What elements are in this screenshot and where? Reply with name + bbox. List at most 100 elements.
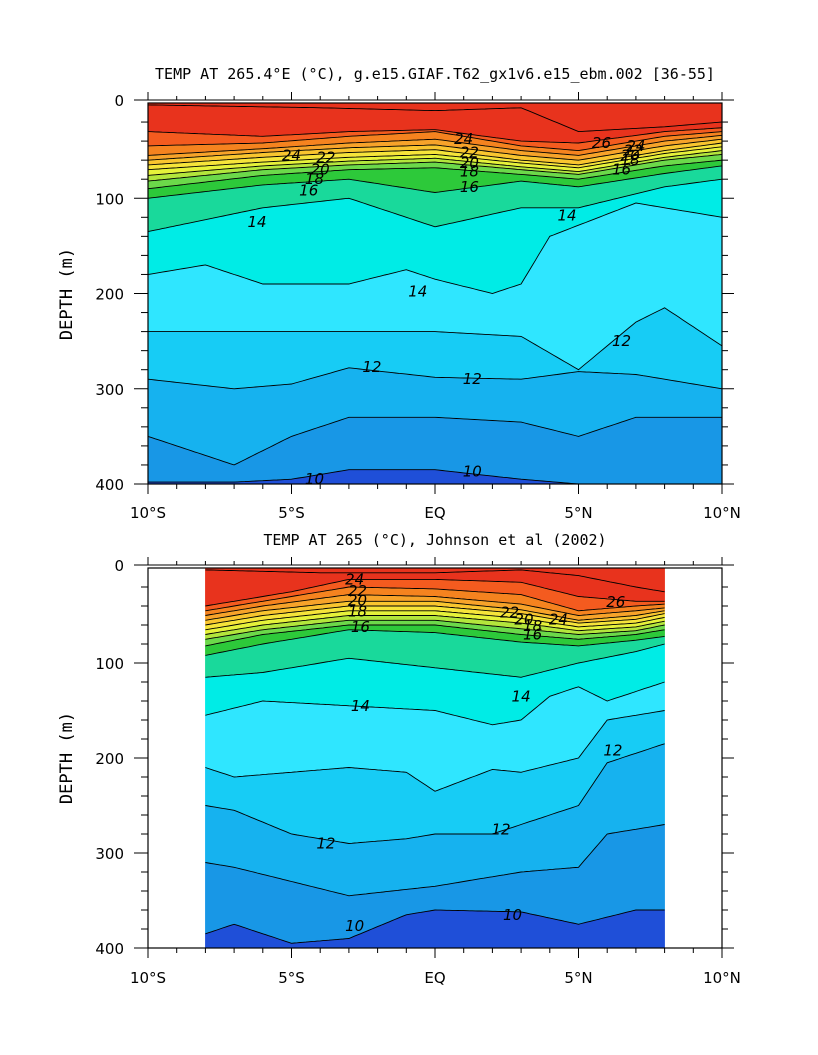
x-tick-label: 5°N bbox=[564, 969, 592, 987]
isotherm-19 bbox=[147, 150, 723, 176]
contour-label: 18 bbox=[621, 151, 640, 169]
isotherm-26 bbox=[205, 569, 665, 593]
contour-label: 14 bbox=[408, 283, 427, 301]
contour-label: 18 bbox=[523, 617, 542, 635]
contour-label: 24 bbox=[282, 146, 301, 164]
y-tick-label: 200 bbox=[95, 750, 124, 768]
contour-label: 14 bbox=[512, 687, 531, 705]
contour-label: 20 bbox=[311, 161, 330, 179]
contour-label: 26 bbox=[606, 593, 625, 611]
y-tick-label: 300 bbox=[95, 845, 124, 863]
contour-label: 18 bbox=[460, 163, 479, 181]
isotherm-26 bbox=[147, 104, 723, 133]
contour-label: 22 bbox=[348, 582, 367, 600]
contour-label: 12 bbox=[603, 741, 622, 759]
contour-label: 18 bbox=[348, 603, 367, 621]
contour-label: 12 bbox=[463, 370, 482, 388]
isotherm-20 bbox=[205, 610, 665, 631]
contour-label: 20 bbox=[621, 146, 640, 164]
contour-label: 22 bbox=[623, 142, 642, 160]
isotherm-19 bbox=[205, 615, 665, 635]
y-tick-label: 400 bbox=[95, 476, 124, 494]
x-tick-label: EQ bbox=[424, 969, 445, 987]
contour-label: 16 bbox=[523, 626, 542, 644]
isotherm-21 bbox=[147, 142, 723, 166]
contour-label: 24 bbox=[626, 137, 645, 155]
isotherm-13 bbox=[148, 307, 723, 371]
isotherm-12 bbox=[147, 367, 723, 390]
isotherm-17 bbox=[205, 624, 665, 647]
contour-label: 14 bbox=[351, 697, 370, 715]
isotherm-21 bbox=[205, 605, 665, 626]
isotherm-23 bbox=[147, 134, 723, 156]
contour-label: 22 bbox=[460, 144, 479, 162]
contour-label: 20 bbox=[348, 591, 367, 609]
isotherm-16 bbox=[205, 629, 665, 656]
contour-label: 12 bbox=[491, 820, 510, 838]
contour-label: 20 bbox=[460, 154, 479, 172]
x-tick-label: 5°S bbox=[278, 969, 305, 987]
contour-label: 12 bbox=[612, 332, 631, 350]
contour-label: 26 bbox=[592, 134, 611, 152]
contour-label: 24 bbox=[454, 130, 473, 148]
isotherm-22 bbox=[147, 138, 723, 161]
isotherm-12 bbox=[205, 743, 665, 844]
contour-label: 24 bbox=[549, 610, 568, 628]
isotherm-14 bbox=[147, 202, 723, 294]
contour-label: 12 bbox=[362, 358, 381, 376]
contour-label: 22 bbox=[316, 148, 335, 166]
contour-label: 14 bbox=[248, 213, 267, 231]
contour-label: 24 bbox=[345, 570, 364, 588]
isotherm-14 bbox=[205, 681, 665, 726]
contour-label: 16 bbox=[351, 618, 370, 636]
y-axis-label: DEPTH (m) bbox=[57, 712, 77, 804]
contour-label: 16 bbox=[299, 182, 318, 200]
x-tick-label: 10°N bbox=[703, 969, 741, 987]
contour-label: 10 bbox=[345, 917, 364, 935]
isotherm-10 bbox=[205, 909, 665, 944]
isotherm-18 bbox=[147, 153, 723, 182]
contour-label: 10 bbox=[463, 463, 482, 481]
isotherm-25 bbox=[205, 578, 665, 607]
isotherm-22 bbox=[205, 600, 665, 621]
x-tick-label: 10°N bbox=[703, 504, 741, 522]
x-tick-label: EQ bbox=[424, 504, 445, 522]
y-tick-label: 0 bbox=[114, 557, 124, 575]
isotherm-15 bbox=[205, 643, 665, 678]
isotherm-17 bbox=[147, 159, 723, 190]
contour-label: 22 bbox=[500, 604, 519, 622]
contour-label: 14 bbox=[557, 206, 576, 224]
contour-label: 16 bbox=[460, 178, 479, 196]
x-tick-label: 5°S bbox=[278, 504, 305, 522]
y-tick-label: 100 bbox=[95, 655, 124, 673]
x-tick-label: 10°S bbox=[130, 504, 166, 522]
isotherm-11 bbox=[147, 416, 722, 466]
chart-title: TEMP AT 265.4°E (°C), g.e15.GIAF.T62_gx1… bbox=[155, 65, 715, 83]
x-tick-label: 5°N bbox=[564, 504, 592, 522]
isotherm-13 bbox=[205, 710, 665, 792]
contour-label: 10 bbox=[503, 906, 522, 924]
isotherm-11 bbox=[205, 824, 665, 897]
isotherm-24 bbox=[147, 131, 723, 152]
y-tick-label: 100 bbox=[95, 190, 124, 208]
contour-label: 20 bbox=[514, 610, 533, 628]
isotherm-23 bbox=[205, 594, 665, 616]
panel-observed: 24222018161414121212101022201816242610°S… bbox=[57, 531, 741, 987]
y-tick-label: 200 bbox=[95, 286, 124, 304]
contour-label: 12 bbox=[316, 835, 335, 853]
isotherm-18 bbox=[205, 619, 665, 640]
y-axis-label: DEPTH (m) bbox=[57, 248, 77, 340]
y-tick-label: 300 bbox=[95, 381, 124, 399]
isotherm-25 bbox=[147, 127, 723, 144]
isotherm-20 bbox=[147, 146, 723, 171]
isotherm-15 bbox=[147, 178, 723, 233]
contour-label: 16 bbox=[612, 161, 631, 179]
chart-title: TEMP AT 265 (°C), Johnson et al (2002) bbox=[263, 531, 606, 549]
y-tick-label: 0 bbox=[114, 92, 124, 110]
contour-label: 18 bbox=[305, 170, 324, 188]
contour-label: 10 bbox=[305, 470, 324, 488]
isotherm-16 bbox=[147, 165, 723, 199]
x-tick-label: 10°S bbox=[130, 969, 166, 987]
